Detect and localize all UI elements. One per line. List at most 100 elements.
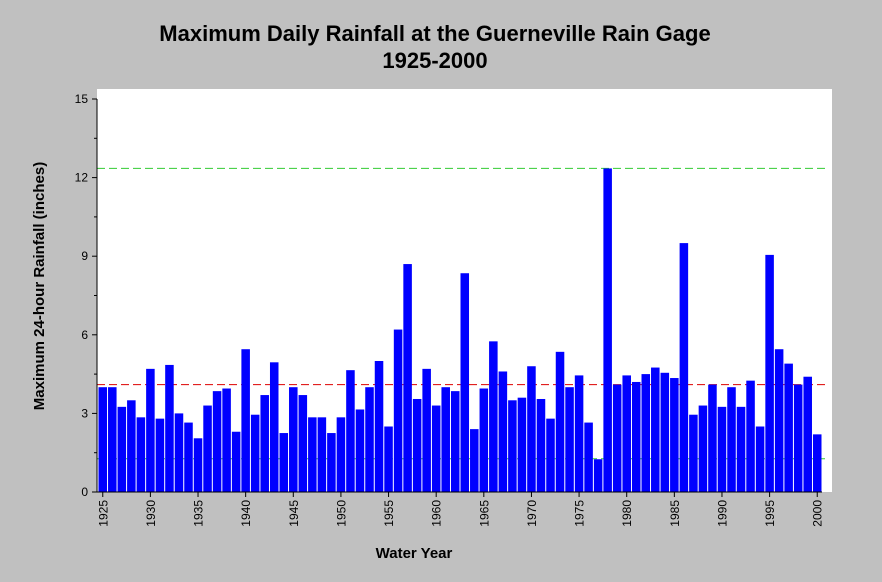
- x-tick-label-1960: 1960: [430, 500, 444, 527]
- bar-1948: [317, 417, 327, 492]
- bar-1941: [250, 414, 260, 492]
- x-tick-label-1935: 1935: [192, 500, 206, 527]
- x-axis-label: Water Year: [376, 545, 453, 562]
- bar-1968: [508, 400, 517, 492]
- bar-1977: [593, 459, 603, 492]
- bar-1934: [184, 422, 193, 492]
- bar-1956: [393, 329, 403, 492]
- bar-1996: [774, 349, 784, 492]
- bar-1935: [193, 438, 203, 492]
- bar-1985: [670, 378, 679, 492]
- bar-1980: [622, 375, 631, 492]
- bar-1972: [546, 418, 555, 492]
- bar-1932: [165, 364, 174, 492]
- bar-1964: [470, 429, 479, 492]
- y-tick-label-15: 15: [75, 92, 89, 106]
- bar-1988: [698, 405, 708, 492]
- bars: [98, 168, 822, 492]
- bar-1991: [727, 387, 736, 492]
- bar-1986: [679, 243, 689, 492]
- bar-1993: [746, 380, 755, 492]
- bar-1944: [279, 433, 289, 492]
- bar-1933: [174, 413, 184, 492]
- x-tick-label-1970: 1970: [525, 500, 539, 527]
- chart-title-line: Maximum Daily Rainfall at the Guernevill…: [159, 21, 711, 46]
- bar-1982: [641, 374, 651, 492]
- bar-1925: [98, 387, 108, 492]
- bar-1930: [146, 368, 155, 492]
- x-tick-label-1975: 1975: [573, 500, 587, 527]
- bar-1987: [689, 414, 698, 492]
- x-tick-label-1980: 1980: [620, 500, 634, 527]
- y-tick-label-9: 9: [81, 249, 88, 263]
- y-tick-label-12: 12: [75, 171, 89, 185]
- bar-2000: [812, 434, 822, 492]
- bar-1974: [565, 387, 574, 492]
- bar-1997: [784, 363, 793, 492]
- bar-1926: [108, 387, 117, 492]
- bar-1970: [527, 366, 536, 492]
- y-ticks: 0 3 6 9 12 15: [75, 92, 97, 499]
- y-axis-label: Maximum 24-hour Rainfall (inches): [31, 162, 48, 410]
- bar-1931: [155, 418, 165, 492]
- bar-1973: [555, 351, 565, 492]
- bar-1965: [479, 388, 489, 492]
- bar-1955: [384, 426, 393, 492]
- y-tick-label-6: 6: [81, 328, 88, 342]
- bar-1947: [308, 417, 317, 492]
- x-tick-label-1990: 1990: [715, 500, 729, 527]
- x-ticks: 1925 1930 1935 1940 1945 1950 1955 1960 1965 1970…: [96, 492, 825, 527]
- bar-1937: [212, 391, 222, 492]
- x-tick-label-1955: 1955: [382, 500, 396, 527]
- bar-1945: [289, 387, 298, 492]
- bar-1961: [441, 387, 450, 492]
- x-tick-label-1965: 1965: [477, 500, 491, 527]
- bar-1981: [631, 381, 641, 492]
- bar-1999: [803, 376, 812, 492]
- bar-1954: [374, 361, 384, 492]
- y-tick-label-3: 3: [81, 406, 88, 420]
- bar-1994: [755, 426, 765, 492]
- bar-1967: [498, 371, 508, 492]
- bar-1992: [736, 406, 746, 492]
- bar-1952: [355, 409, 365, 492]
- bar-1976: [584, 422, 593, 492]
- x-tick-label-1945: 1945: [287, 500, 301, 527]
- bar-1975: [574, 375, 584, 492]
- bar-1942: [260, 395, 269, 492]
- bar-1928: [127, 400, 136, 492]
- bar-1929: [136, 417, 146, 492]
- bar-1979: [612, 384, 622, 492]
- bar-1990: [717, 406, 727, 492]
- bar-1953: [365, 387, 374, 492]
- chart-title: Maximum Daily Rainfall at the Guernevill…: [0, 20, 870, 74]
- bar-1938: [222, 388, 231, 492]
- bar-1958: [412, 398, 422, 492]
- bar-1989: [708, 384, 717, 492]
- bar-1936: [203, 405, 212, 492]
- x-tick-label-1925: 1925: [96, 500, 110, 527]
- bar-1943: [269, 362, 279, 492]
- bar-1998: [793, 384, 803, 492]
- x-tick-label-1950: 1950: [334, 500, 348, 527]
- bar-1960: [431, 405, 441, 492]
- bar-1959: [422, 368, 431, 492]
- bar-1957: [403, 264, 412, 492]
- bar-1927: [117, 406, 127, 492]
- bar-1949: [327, 433, 336, 492]
- bar-1971: [536, 398, 546, 492]
- bar-1939: [231, 431, 241, 492]
- x-tick-label-1940: 1940: [239, 500, 253, 527]
- bar-1962: [450, 391, 460, 492]
- x-tick-label-2000: 2000: [811, 500, 825, 527]
- bar-1951: [346, 370, 355, 492]
- bar-1950: [336, 417, 346, 492]
- bar-1966: [489, 341, 498, 492]
- bar-1978: [603, 168, 612, 492]
- bar-1940: [241, 349, 250, 492]
- chart-subtitle-line: 1925-2000: [382, 48, 488, 73]
- x-tick-label-1995: 1995: [763, 500, 777, 527]
- bar-1995: [765, 254, 774, 492]
- bar-1946: [298, 395, 308, 492]
